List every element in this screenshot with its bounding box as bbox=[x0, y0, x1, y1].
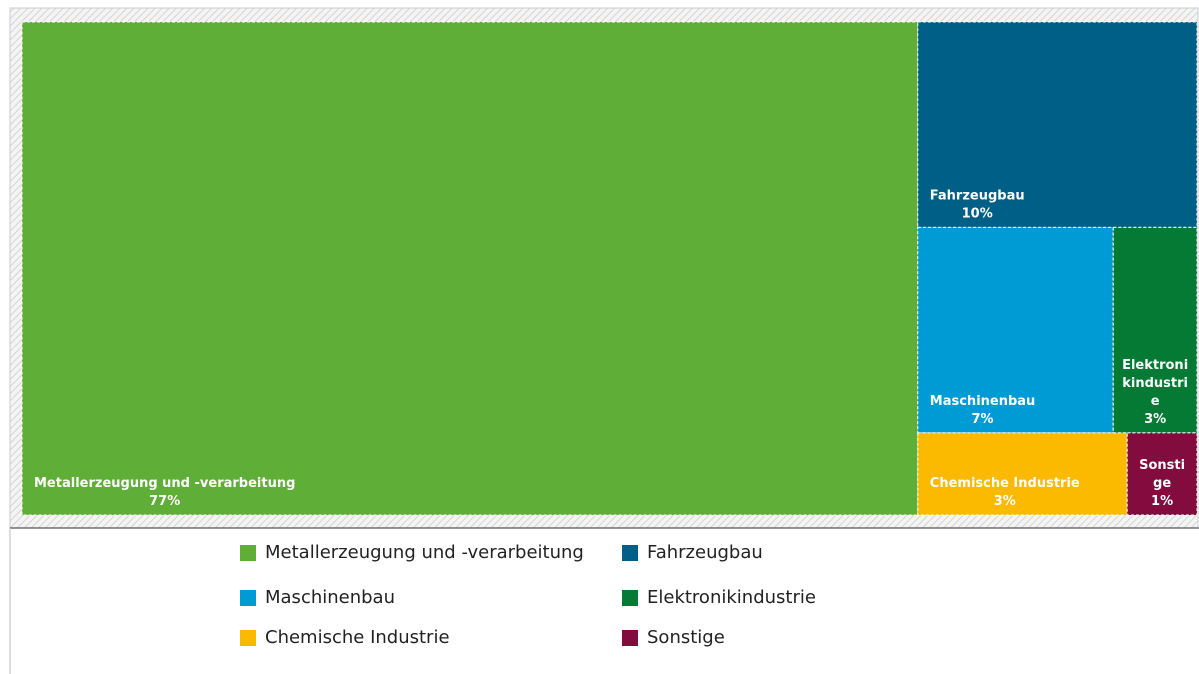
legend-swatch bbox=[622, 590, 638, 606]
tile-value-label: 10% bbox=[962, 206, 993, 221]
legend-label: Chemische Industrie bbox=[265, 627, 450, 648]
treemap-tile bbox=[21, 21, 919, 516]
legend-swatch bbox=[622, 545, 638, 561]
legend-label: Maschinenbau bbox=[265, 587, 395, 608]
tile-label: Fahrzeugbau bbox=[930, 188, 1025, 203]
legend-swatch bbox=[240, 630, 256, 646]
tile-label: Sonsti ge bbox=[1139, 458, 1185, 491]
legend-swatch bbox=[240, 590, 256, 606]
tile-value-label: 7% bbox=[972, 412, 994, 427]
legend-label: Elektronikindustrie bbox=[647, 587, 816, 608]
legend-label: Sonstige bbox=[647, 627, 725, 648]
tile-value-label: 1% bbox=[1151, 494, 1173, 509]
legend-label: Fahrzeugbau bbox=[647, 542, 763, 563]
treemap-tile bbox=[1126, 432, 1198, 516]
tile-label: Chemische Industrie bbox=[930, 476, 1080, 491]
legend-swatch bbox=[240, 545, 256, 561]
legend-label: Metallerzeugung und -verarbeitung bbox=[265, 542, 584, 563]
treemap-tile bbox=[917, 432, 1128, 516]
treemap-tile bbox=[917, 21, 1198, 228]
tile-value-label: 77% bbox=[149, 494, 180, 509]
tile-label: Metallerzeugung und -verarbeitung bbox=[34, 476, 295, 491]
tile-value-label: 3% bbox=[1144, 412, 1166, 427]
tile-value-label: 3% bbox=[994, 494, 1016, 509]
legend-swatch bbox=[622, 630, 638, 646]
treemap-tile bbox=[917, 226, 1114, 434]
tile-label: Elektroni kindustri e bbox=[1122, 358, 1188, 409]
tile-label: Maschinenbau bbox=[930, 394, 1036, 409]
